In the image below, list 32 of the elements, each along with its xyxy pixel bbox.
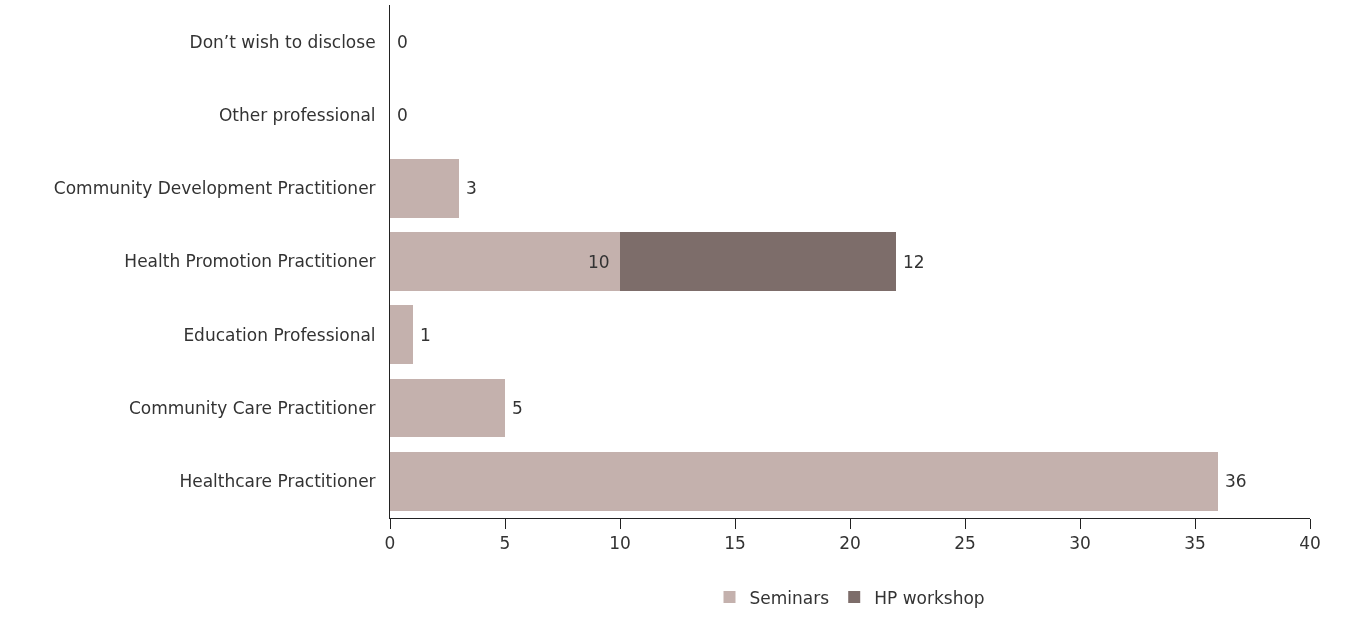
x-tick-label: 30 [1069, 533, 1091, 554]
legend-label: Seminars [749, 587, 830, 608]
bar [390, 158, 459, 218]
x-tick-label: 10 [609, 533, 631, 554]
x-tick-label: 35 [1184, 533, 1206, 554]
x-tick-label: 15 [724, 533, 746, 554]
y-tick-label: Education Professional [183, 324, 376, 345]
data-label: 5 [512, 398, 523, 418]
x-tick-label: 25 [954, 533, 976, 554]
bar [390, 378, 505, 438]
x-tick-label: 0 [384, 533, 396, 554]
data-label: 12 [903, 252, 925, 272]
x-tick-label: 40 [1299, 533, 1321, 554]
y-tick-label: Other professional [218, 104, 376, 125]
bar [620, 232, 896, 291]
data-label: 1 [420, 325, 431, 345]
y-tick-label: Health Promotion Practitioner [124, 251, 376, 272]
x-tick-label: 20 [839, 533, 861, 554]
y-tick-label: Community Care Practitioner [128, 398, 376, 419]
data-label: 3 [466, 178, 477, 198]
y-tick-label: Community Development Practitioner [53, 178, 376, 199]
y-tick-label: Don’t wish to disclose [189, 31, 376, 52]
bar [390, 305, 413, 365]
y-tick-label: Healthcare Practitioner [179, 471, 376, 492]
data-label: 36 [1225, 471, 1247, 491]
x-tick-label: 5 [499, 533, 511, 554]
bar [390, 232, 620, 291]
data-label: 10 [588, 252, 610, 272]
data-label: 0 [397, 105, 408, 125]
data-label: 0 [397, 32, 408, 52]
bar [390, 452, 1218, 511]
legend-label: HP workshop [874, 587, 985, 608]
